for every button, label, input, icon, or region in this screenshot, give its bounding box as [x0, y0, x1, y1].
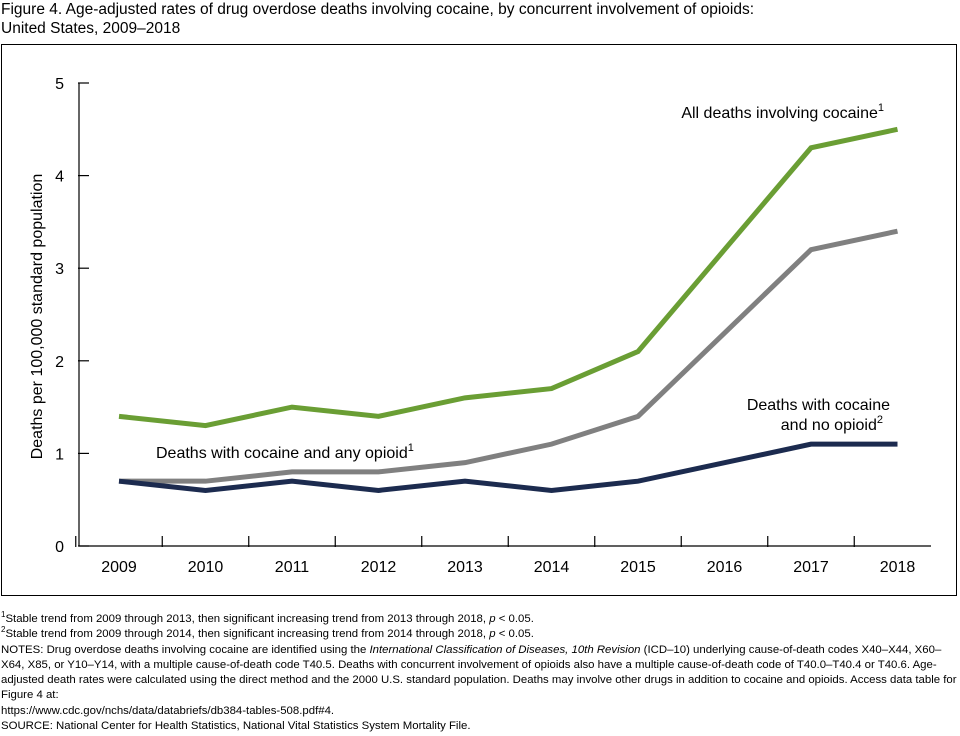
line-chart: 0 1 2 3 4 5 2009 2010 2011 2012 2013 2014 2015 2016 20…: [29, 76, 931, 576]
x-tick-label: 2016: [707, 559, 743, 576]
series-label-deaths-with-cocaine-and-any-opioid: Deaths with cocaine and any opioid1: [156, 442, 414, 462]
x-tick-label: 2014: [534, 559, 570, 576]
footnote-2: 2Stable trend from 2009 through 2014, th…: [1, 625, 534, 641]
y-tick-label: 3: [55, 261, 64, 278]
series-label-sup: 1: [408, 442, 414, 454]
series-label-deaths-with-cocaine-and-no-opioid-line-1: Deaths with cocaine: [747, 397, 890, 414]
y-tick-label: 4: [55, 169, 64, 186]
series-label-sup: 1: [878, 102, 884, 114]
data-table-url: https://www.cdc.gov/nchs/data/databriefs…: [1, 704, 335, 717]
series-label-all-deaths-involving-cocaine: All deaths involving cocaine1: [681, 102, 884, 122]
series-label-text: and no opioid: [781, 417, 877, 434]
footnote-1: 1Stable trend from 2009 through 2013, th…: [1, 610, 534, 625]
footnotes: 1Stable trend from 2009 through 2013, th…: [1, 610, 959, 734]
x-tick-label: 2010: [188, 559, 224, 576]
y-tick-label: 0: [55, 539, 64, 556]
chart-axes: 0 1 2 3 4 5 2009 2010 2011 2012 2013 2014 2015 2016 20…: [29, 76, 931, 576]
x-tick-label: 2013: [447, 559, 483, 576]
chart-lines: [118, 126, 899, 493]
series-labels: All deaths involving cocaine1 Deaths wit…: [156, 102, 890, 462]
x-tick-label: 2018: [880, 559, 916, 576]
figure-title-line-2: United States, 2009–2018: [1, 20, 181, 37]
y-tick-label: 2: [55, 354, 64, 371]
x-tick-label: 2017: [793, 559, 829, 576]
x-tick-label: 2011: [275, 559, 310, 576]
y-tick-label: 5: [55, 76, 64, 93]
series-label-sup: 2: [877, 414, 883, 426]
notes-text: NOTES: Drug overdose deaths involving co…: [1, 643, 957, 702]
source-text: SOURCE: National Center for Health Stati…: [1, 720, 471, 733]
y-axis-title: Deaths per 100,000 standard population: [29, 174, 46, 460]
series-label-deaths-with-cocaine-and-no-opioid-line-2: and no opioid2: [781, 414, 883, 434]
series-label-text: All deaths involving cocaine: [681, 105, 878, 122]
chart-frame: 0 1 2 3 4 5 2009 2010 2011 2012 2013 2014 2015 2016 20…: [1, 44, 957, 596]
series-line-0: [118, 126, 899, 429]
series-label-text: Deaths with cocaine and any opioid: [156, 445, 408, 462]
x-tick-label: 2012: [361, 559, 397, 576]
figure-title: Figure 4. Age-adjusted rates of drug ove…: [1, 0, 941, 38]
series-line-2: [118, 441, 898, 493]
x-tick-label: 2009: [101, 559, 137, 576]
series-line-1: [119, 228, 899, 484]
x-tick-label: 2015: [620, 559, 656, 576]
figure-title-line-1: Figure 4. Age-adjusted rates of drug ove…: [1, 1, 755, 18]
y-tick-label: 1: [55, 446, 64, 463]
